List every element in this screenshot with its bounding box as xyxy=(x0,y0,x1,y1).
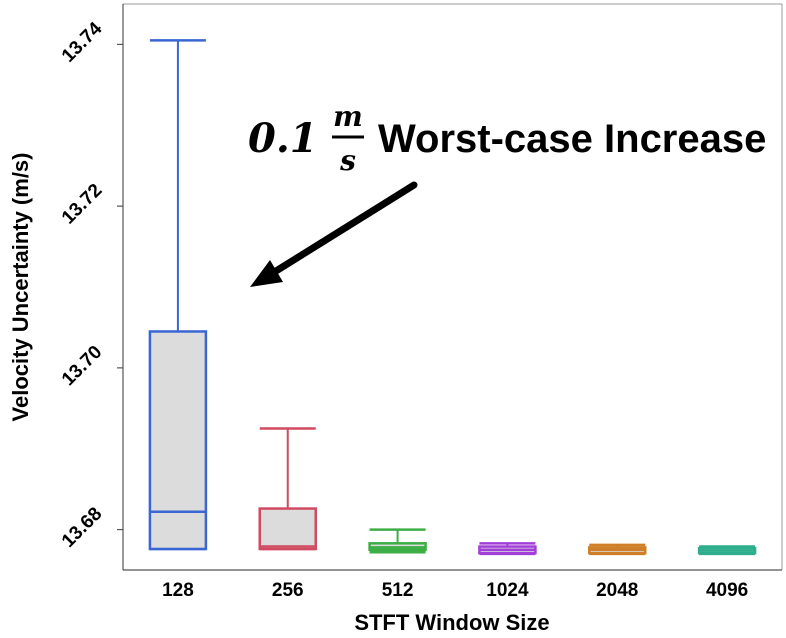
annotation-fraction-numerator: m xyxy=(333,100,363,133)
box-128 xyxy=(148,39,208,551)
y-tick-label: 13.68 xyxy=(58,503,106,551)
x-axis-title: STFT Window Size xyxy=(354,610,549,635)
y-tick-label: 13.74 xyxy=(58,18,107,67)
x-tick-label: 2048 xyxy=(596,580,638,601)
box-iqr xyxy=(258,507,317,551)
y-axis-title: Velocity Uncertainty (m/s) xyxy=(8,153,33,422)
annotation: 0.1 m s Worst-case Increase xyxy=(248,100,766,287)
x-tick-label: 128 xyxy=(162,580,194,601)
x-tick-label: 1024 xyxy=(486,580,529,601)
y-tick-label: 13.72 xyxy=(58,180,106,228)
x-tick-label: 512 xyxy=(382,580,414,601)
y-tick-label: 13.70 xyxy=(58,342,106,390)
annotation-fraction-denominator: s xyxy=(339,144,356,177)
x-tick-label: 256 xyxy=(272,580,304,601)
annotation-prefix: 0.1 xyxy=(248,115,318,162)
box-2048 xyxy=(588,543,647,556)
box-4096 xyxy=(697,545,757,556)
box-1024 xyxy=(478,542,537,556)
annotation-arrow-shaft xyxy=(264,181,418,280)
annotation-text: Worst-case Increase xyxy=(378,117,766,161)
x-tick-label: 4096 xyxy=(706,580,748,601)
box-512 xyxy=(368,528,427,554)
box-256 xyxy=(258,427,317,551)
annotation-arrow-head xyxy=(250,260,283,287)
box-iqr xyxy=(148,330,208,551)
